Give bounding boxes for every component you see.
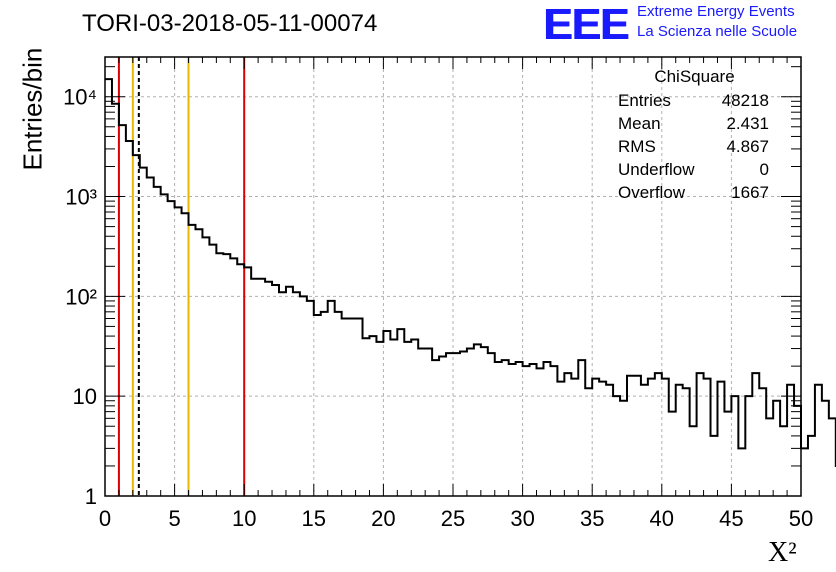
histogram-line <box>105 78 836 467</box>
x-tick-labels: 0 5 10 15 20 25 30 35 40 45 50 <box>99 506 813 531</box>
x-tick-label: 15 <box>302 506 326 531</box>
stats-value: 4.867 <box>726 137 769 156</box>
x-tick-label: 40 <box>650 506 674 531</box>
stats-value: 1667 <box>731 183 769 202</box>
x-tick-label: 30 <box>510 506 534 531</box>
run-label: TORI-03-2018-05-11-00074 <box>82 10 378 37</box>
eee-logo: EEE <box>543 0 629 49</box>
stats-row: Entries 48218 <box>612 89 777 112</box>
stats-row: Mean 2.431 <box>612 112 777 135</box>
x-axis-label: X² <box>768 537 797 568</box>
y-tick-label: 10² <box>65 284 97 309</box>
stats-label: Underflow <box>618 160 695 179</box>
y-tick-label: 10⁴ <box>63 85 97 110</box>
x-tick-label: 35 <box>580 506 604 531</box>
stats-label: RMS <box>618 137 656 156</box>
x-tick-label: 25 <box>441 506 465 531</box>
stats-box-title: ChiSquare <box>654 67 735 86</box>
x-tick-label: 5 <box>168 506 180 531</box>
x-tick-label: 0 <box>99 506 111 531</box>
y-tick-label: 1 <box>85 484 97 509</box>
x-tick-label: 45 <box>719 506 743 531</box>
stats-row: Overflow 1667 <box>612 181 777 204</box>
stats-value: 48218 <box>721 91 769 110</box>
x-tick-label: 50 <box>789 506 813 531</box>
grid-lines <box>105 57 801 496</box>
reference-lines <box>117 57 246 496</box>
stats-row: Underflow 0 <box>612 158 777 181</box>
x-tick-label: 20 <box>371 506 395 531</box>
x-tick-label: 10 <box>232 506 256 531</box>
logo-line-2: La Scienza nelle Scuole <box>637 23 798 40</box>
stats-value: 2.431 <box>726 114 769 133</box>
y-tick-label: 10³ <box>65 185 97 210</box>
stats-label: Entries <box>618 91 671 110</box>
logo-line-1: Extreme Energy Events <box>637 3 795 20</box>
stats-box: ChiSquare Entries 48218 Mean 2.431 RMS 4.867 U… <box>612 67 777 204</box>
y-axis-label: Entries/bin <box>17 47 48 171</box>
stats-label: Mean <box>618 114 661 133</box>
y-tick-label: 10 <box>73 384 97 409</box>
axis-ticks <box>104 57 802 497</box>
stats-label: Overflow <box>618 183 686 202</box>
stats-value: 0 <box>759 160 769 179</box>
y-tick-labels: 1 10 10² 10³ 10⁴ <box>63 85 97 509</box>
stats-row: RMS 4.867 <box>612 135 777 158</box>
